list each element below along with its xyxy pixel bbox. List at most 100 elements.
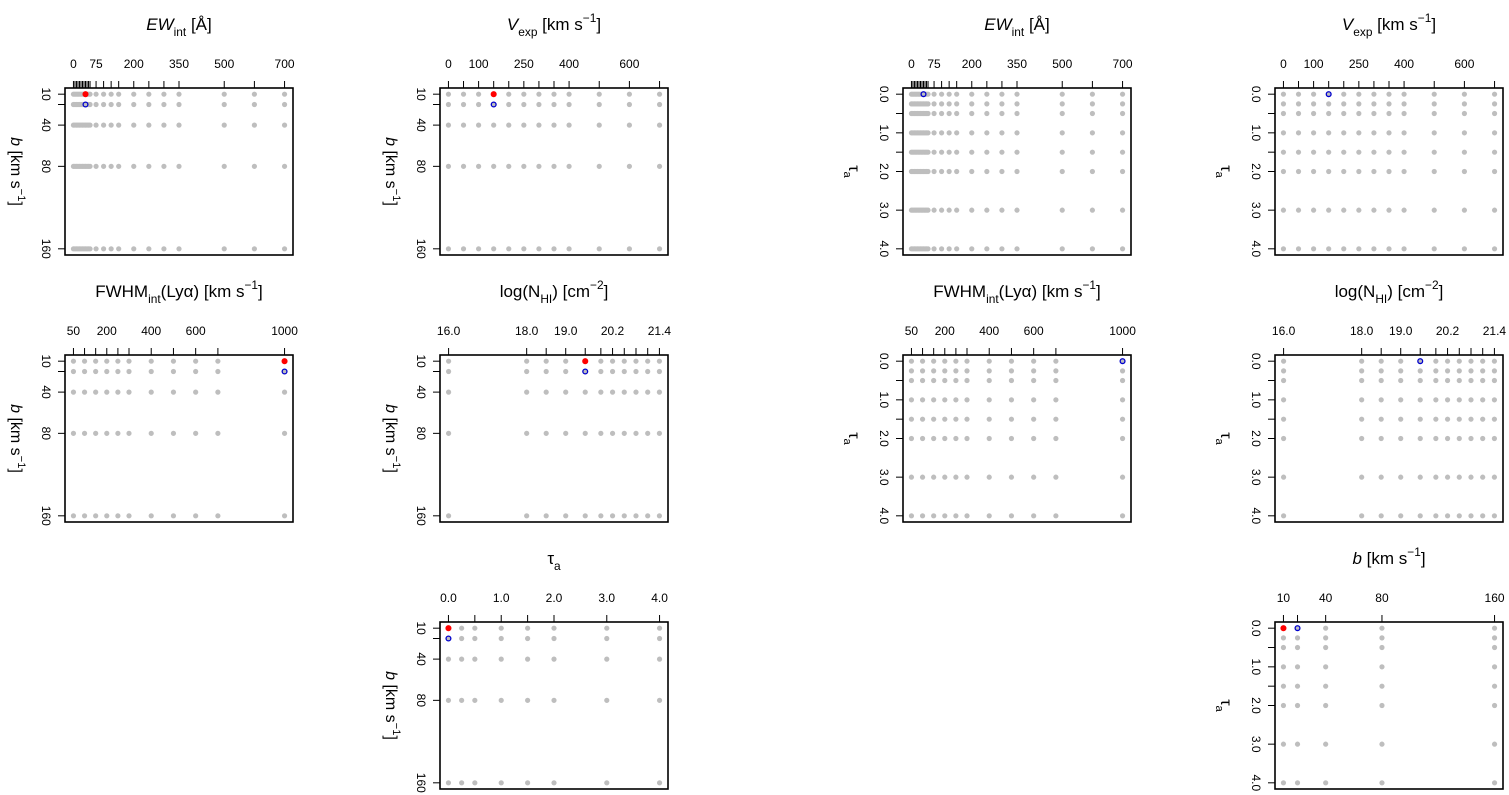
panel-title-part: [km s	[537, 15, 582, 34]
grid-point	[925, 168, 931, 175]
grid-point	[919, 397, 926, 403]
x-tick-label: 350	[169, 57, 189, 71]
grid-point	[563, 430, 569, 436]
grid-point	[104, 513, 110, 519]
grid-point	[551, 122, 557, 128]
grid-point	[986, 435, 992, 442]
grid-point	[1119, 246, 1126, 252]
grid-point	[939, 130, 945, 136]
grid-point	[645, 358, 651, 364]
x-tick-label: 80	[1375, 591, 1389, 605]
grid-point	[445, 430, 452, 436]
grid-point	[1280, 644, 1287, 651]
highlight-point	[1325, 91, 1332, 98]
y-tick-label: 1.0	[1249, 658, 1263, 675]
highlight-point	[1119, 358, 1126, 365]
grid-point	[525, 780, 531, 786]
grid-point	[215, 358, 221, 364]
highlight-point	[281, 358, 288, 365]
grid-point	[946, 246, 952, 252]
grid-point	[1371, 207, 1377, 213]
panel-title: log(NHI) [cm−2]	[1335, 278, 1444, 306]
grid-point	[1491, 368, 1498, 374]
grid-point	[609, 358, 616, 364]
grid-point	[146, 91, 152, 97]
grid-point	[1119, 368, 1126, 374]
grid-point	[999, 101, 1005, 107]
grid-point	[1417, 416, 1423, 422]
grid-point	[525, 656, 531, 662]
grid-point	[931, 377, 937, 384]
grid-point	[1280, 513, 1287, 519]
grid-point	[1014, 130, 1020, 136]
grid-point	[1480, 397, 1486, 403]
y-axis-title-part: a	[1213, 439, 1225, 446]
grid-point	[131, 91, 137, 97]
grid-point	[598, 358, 604, 364]
grid-point	[1456, 513, 1462, 519]
grid-point	[645, 430, 651, 436]
grid-point	[1059, 130, 1065, 136]
grid-point	[1295, 130, 1302, 136]
grid-point	[170, 358, 177, 364]
panel-title-part: int	[174, 25, 187, 39]
grid-point	[521, 91, 527, 97]
grid-point	[1480, 513, 1486, 519]
y-tick-label: 4.0	[877, 240, 891, 257]
grid-point	[1461, 207, 1467, 213]
y-tick-label: 160	[414, 239, 428, 259]
grid-point	[1356, 110, 1362, 117]
grid-point	[1323, 625, 1329, 631]
panel-title-part: ]	[1096, 282, 1101, 301]
grid-point	[524, 389, 530, 395]
grid-point	[476, 122, 482, 128]
x-tick-label: 200	[124, 57, 144, 71]
grid-point	[1295, 91, 1302, 97]
grid-point	[445, 389, 452, 395]
grid-point	[986, 513, 992, 519]
grid-point	[1014, 91, 1020, 97]
grid-point	[1456, 435, 1462, 442]
grid-point	[645, 513, 651, 519]
grid-point	[1294, 644, 1301, 651]
grid-point	[604, 656, 610, 662]
grid-point	[1294, 683, 1301, 689]
grid-point	[1386, 101, 1392, 107]
grid-point	[1433, 416, 1439, 422]
panel-title: EWint [Å]	[984, 15, 1049, 39]
grid-point	[1280, 416, 1287, 422]
y-tick-label: 80	[414, 160, 428, 174]
grid-point	[656, 430, 663, 436]
grid-point	[1294, 741, 1301, 747]
grid-point	[939, 91, 945, 97]
plot-frame	[1274, 354, 1504, 523]
panel-title-part: ) [cm	[552, 282, 590, 301]
panel-title-part: (Lyα) [km s	[161, 282, 245, 301]
grid-point	[1444, 435, 1451, 442]
x-tick-label: 75	[927, 57, 941, 71]
y-axis-title-part: τ	[1217, 699, 1234, 706]
grid-point	[491, 101, 497, 108]
grid-point	[656, 635, 663, 642]
grid-point	[1378, 358, 1384, 364]
grid-point	[1444, 397, 1451, 403]
grid-point	[1401, 101, 1407, 107]
grid-point	[1386, 130, 1392, 136]
grid-point	[1280, 207, 1287, 213]
grid-point	[953, 435, 959, 442]
grid-point	[1359, 416, 1365, 422]
grid-point	[1341, 101, 1347, 107]
y-axis-title-part: ]	[382, 201, 399, 205]
panel-title-part: int	[986, 292, 999, 306]
grid-point	[964, 368, 970, 374]
grid-point	[621, 513, 627, 519]
grid-point	[954, 110, 960, 117]
grid-point	[70, 430, 77, 436]
grid-point	[1417, 397, 1423, 403]
grid-point	[563, 389, 569, 395]
grid-point	[919, 513, 926, 519]
grid-point	[986, 474, 992, 480]
grid-point	[536, 101, 542, 108]
highlight-point	[82, 101, 89, 108]
grid-point	[1295, 168, 1302, 175]
